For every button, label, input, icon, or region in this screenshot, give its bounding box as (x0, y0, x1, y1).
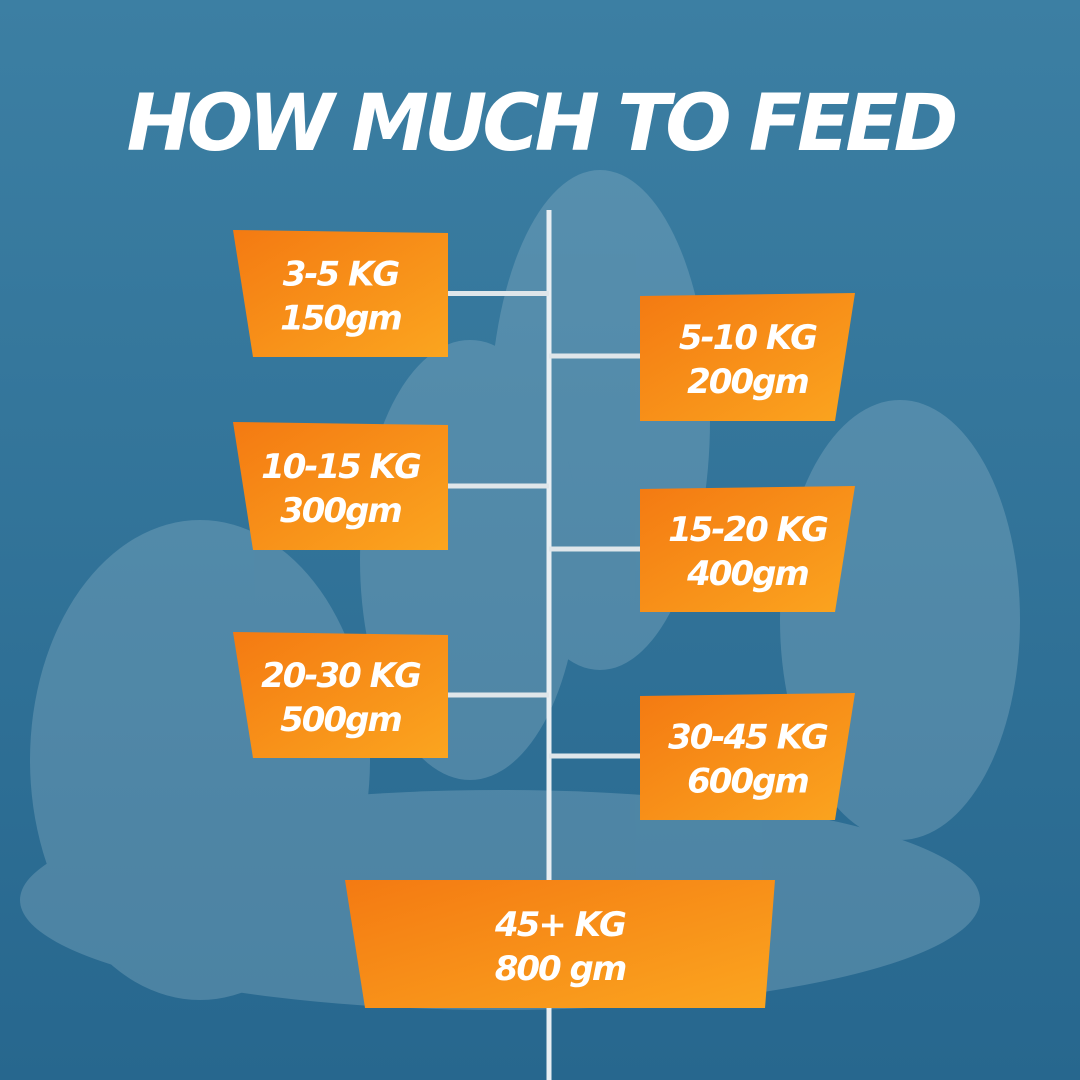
feed-box (233, 230, 448, 357)
feed-box (345, 880, 775, 1008)
weight-range: 3-5 KG (283, 255, 400, 295)
feed-box (640, 293, 855, 421)
feed-box (640, 693, 855, 820)
feed-box (233, 632, 448, 758)
weight-range: 45+ KG (494, 905, 626, 945)
feed-box (233, 422, 448, 550)
weight-range: 5-10 KG (679, 318, 817, 358)
feed-amount: 200gm (687, 362, 808, 402)
weight-range: 15-20 KG (668, 510, 828, 550)
weight-range: 20-30 KG (261, 656, 421, 696)
feed-amount: 400gm (686, 554, 808, 594)
weight-range: 30-45 KG (668, 718, 828, 758)
feed-amount: 300gm (280, 491, 401, 531)
weight-range: 10-15 KG (261, 447, 421, 487)
feed-amount: 150gm (280, 299, 401, 339)
feed-amount: 500gm (280, 700, 401, 740)
feed-amount: 800 gm (495, 949, 626, 989)
title: HOW MUCH TO FEED (127, 79, 956, 169)
feed-box (640, 486, 855, 612)
feed-amount: 600gm (687, 762, 808, 802)
